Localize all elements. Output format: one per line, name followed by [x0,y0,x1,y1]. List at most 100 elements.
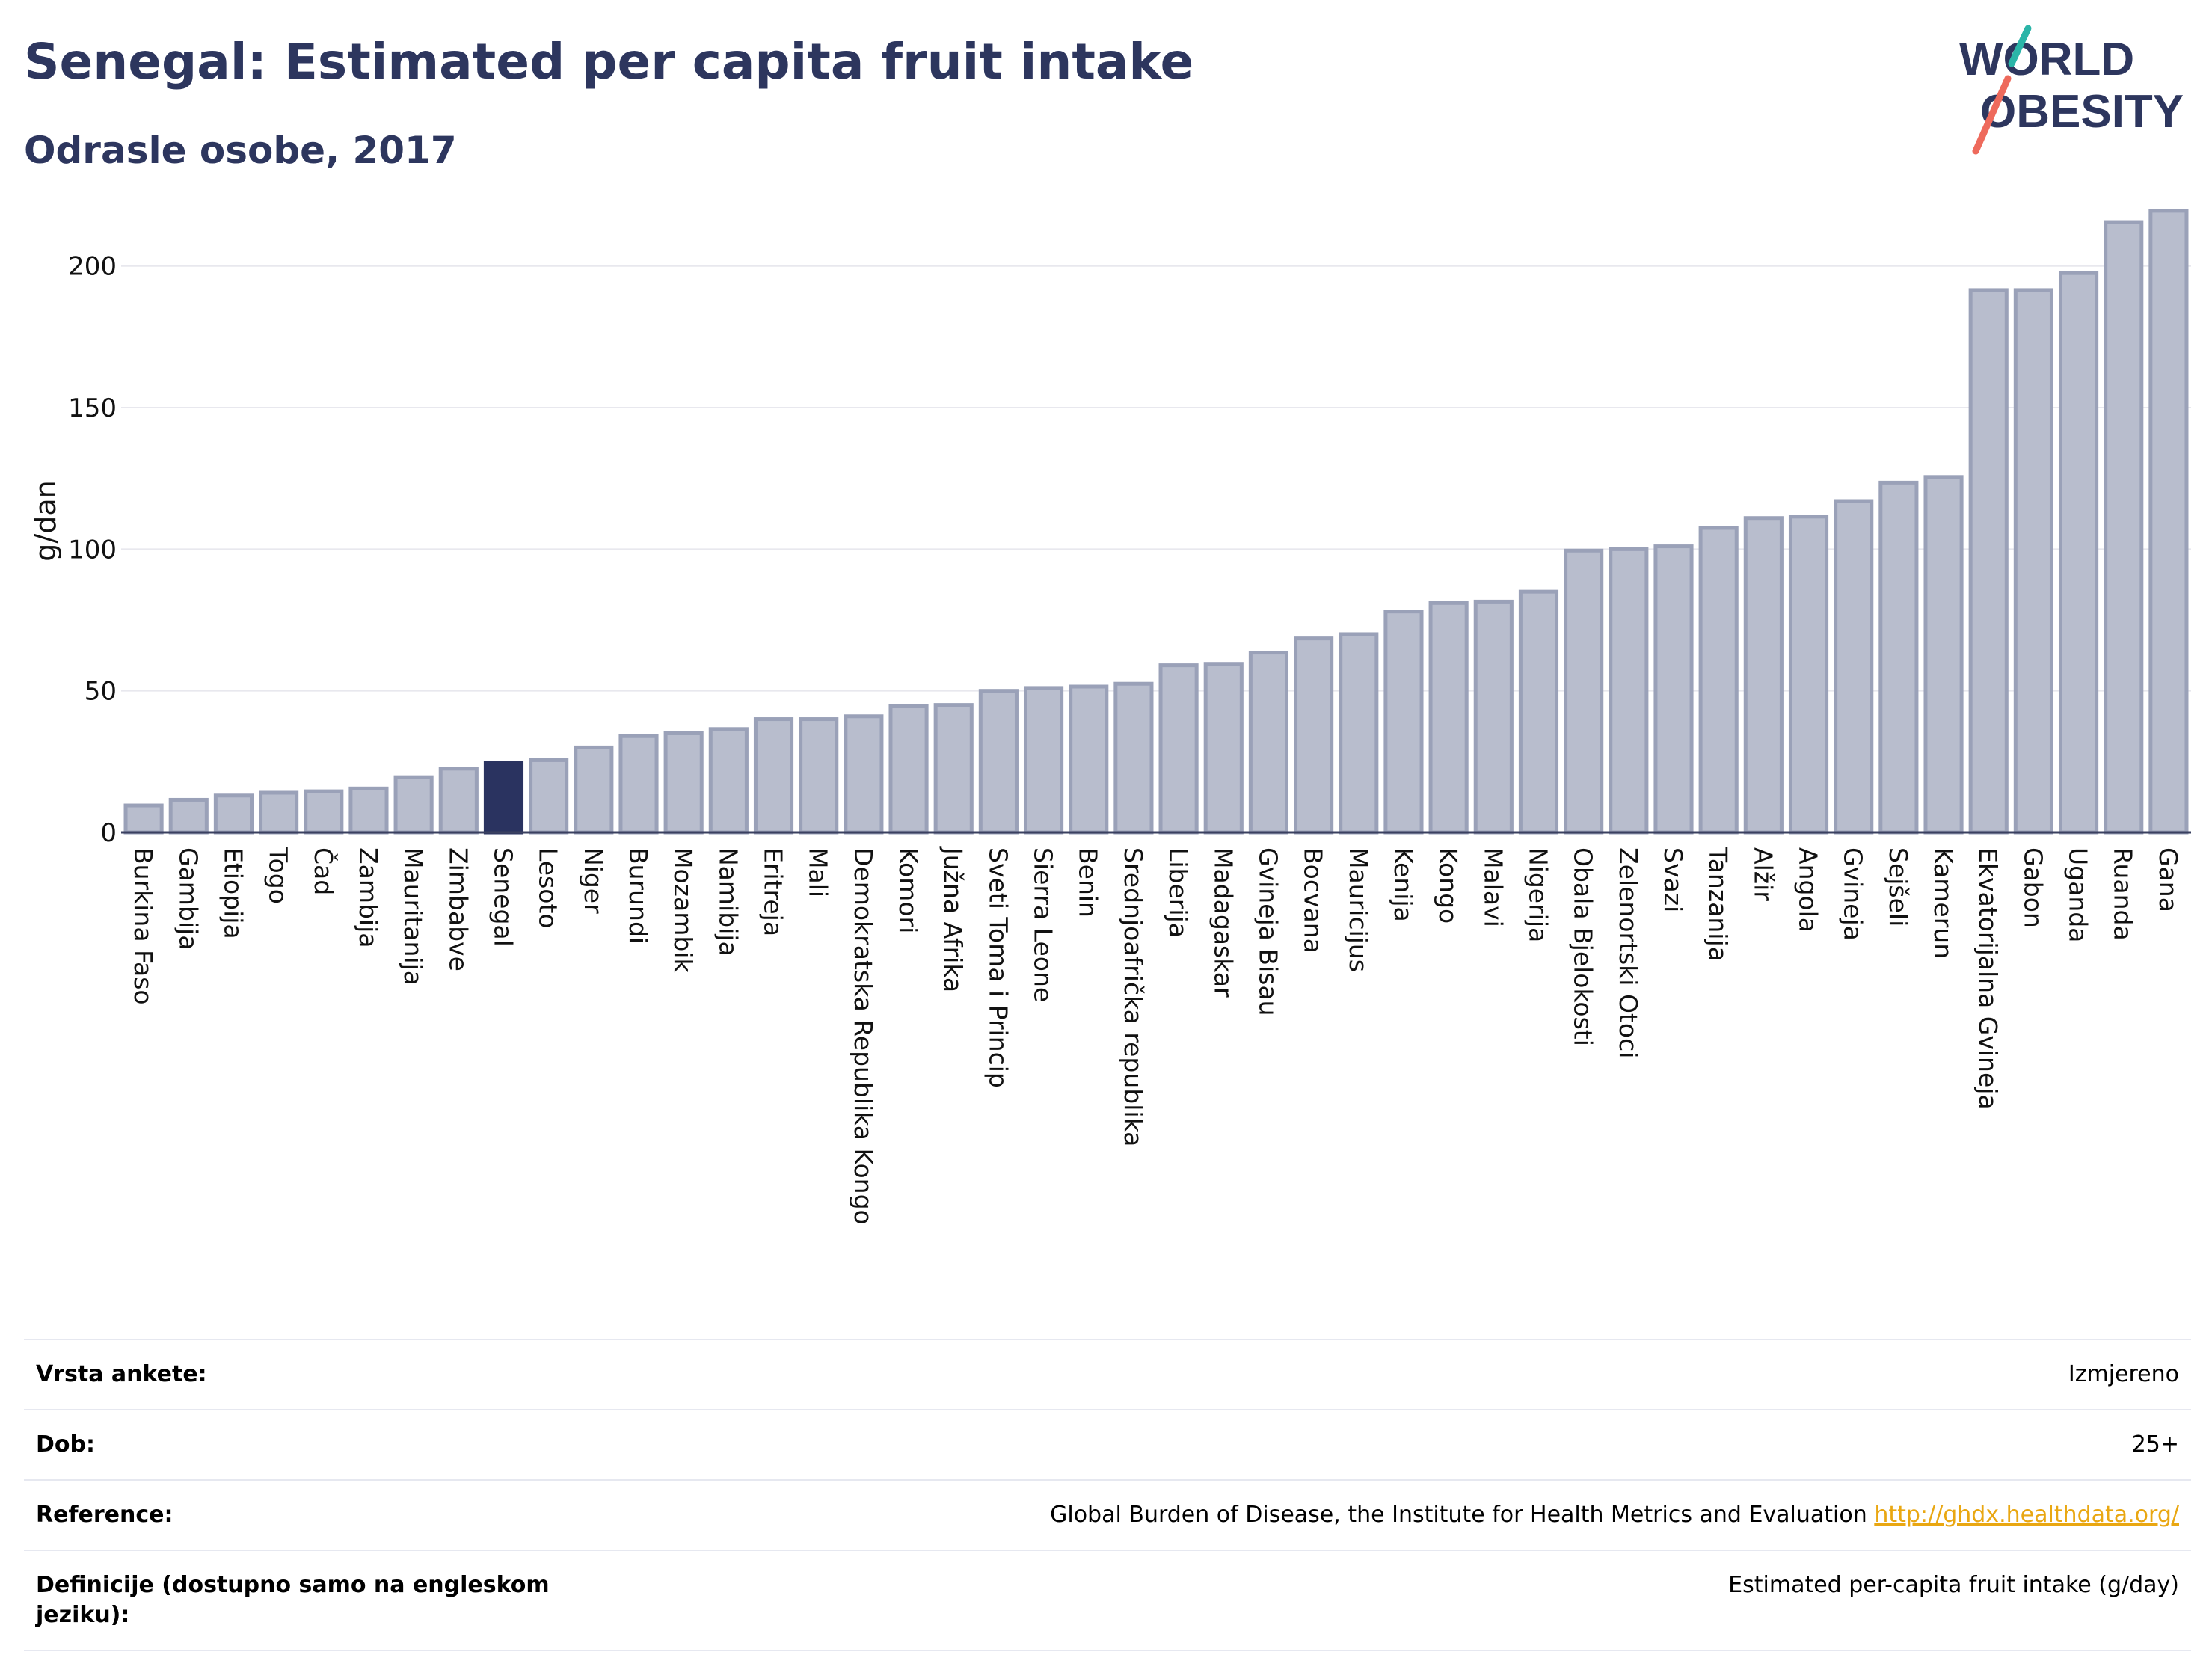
bar-mozambik[interactable] [663,731,704,835]
bar-zelenortski-otoci[interactable] [1609,547,1649,835]
bar-togo[interactable] [259,790,299,835]
x-tick-label: Ekvatorijalna Gvineja [1973,847,2003,1110]
bar-kamerun[interactable] [1923,475,1964,835]
y-tick-label: 150 [68,393,117,423]
bar-alžir[interactable] [1743,516,1784,835]
bar-chart: 0 50 100 150 200 Burkina Faso Gambija Etiopija… [29,209,2191,1225]
info-value-reference: Global Burden of Disease, the Institute … [1038,1481,2191,1550]
x-axis-labels: Burkina Faso Gambija Etiopija Togo Čad Zambij… [129,846,2183,1225]
bar-ekvatorijalna-gvineja[interactable] [1968,288,2009,835]
x-tick-label: Kenija [1389,847,1418,922]
page-subtitle: Odrasle osobe, 2017 [24,129,457,172]
bar-kenija[interactable] [1383,610,1424,835]
bar-obala-bjelokosti[interactable] [1564,548,1604,835]
x-tick-label: Sierra Leone [1029,847,1058,1002]
bar-niger[interactable] [574,745,614,835]
logo-line2: OBESITY [1980,86,2184,138]
x-tick-label: Burkina Faso [129,847,158,1005]
bar-srednjoafrička-republika[interactable] [1113,681,1154,835]
bar-senegal[interactable] [483,761,524,835]
bar-uganda[interactable] [2058,271,2099,835]
bar-sejšeli[interactable] [1878,480,1919,835]
bar-angola[interactable] [1788,515,1829,835]
x-tick-label: Uganda [2064,847,2093,942]
bar-etiopija[interactable] [213,793,254,835]
info-table: Vrsta ankete: Izmjereno Dob: 25+ Referen… [24,1339,2191,1651]
info-row-reference: Reference: Global Burden of Disease, the… [24,1479,2191,1550]
y-axis-label: g/dan [29,480,62,561]
bar-gvineja[interactable] [1834,499,1874,835]
x-tick-label: Južna Afrika [938,846,968,992]
bar-zimbabve[interactable] [438,767,479,835]
x-tick-label: Mauritanija [399,847,428,986]
x-tick-label: Lesoto [534,847,563,929]
bar-gabon[interactable] [2013,288,2053,835]
bar-mauritanija[interactable] [393,775,434,835]
info-row-definition: Definicije (dostupno samo na engleskom j… [24,1550,2191,1651]
x-tick-label: Srednjoafrička republika [1119,847,1148,1146]
x-tick-label: Alžir [1748,847,1778,901]
x-tick-label: Namibija [713,847,743,957]
x-tick-label: Bocvana [1299,847,1328,954]
bar-namibija[interactable] [708,727,749,835]
y-axis-ticks: 0 50 100 150 200 [68,252,117,848]
x-tick-label: Svazi [1659,847,1688,912]
info-label: Definicije (dostupno samo na engleskom j… [36,1572,550,1628]
bar-komori[interactable] [888,704,929,835]
info-row-age: Dob: 25+ [24,1409,2191,1479]
bar-benin[interactable] [1069,684,1109,835]
bar-malavi[interactable] [1473,599,1514,835]
y-tick-label: 50 [85,677,117,707]
x-tick-label: Gambija [173,847,203,950]
bar-madagaskar[interactable] [1203,662,1244,835]
bar-mauricijus[interactable] [1339,632,1379,835]
y-tick-label: 100 [68,535,117,565]
bar-gvineja-bisau[interactable] [1248,651,1289,835]
x-tick-label: Komori [894,847,923,933]
bar-ruanda[interactable] [2104,220,2144,835]
x-tick-label: Tanzanija [1703,847,1733,962]
x-tick-label: Niger [579,847,608,914]
x-tick-label: Gvineja Bisau [1253,847,1282,1016]
bar-liberija[interactable] [1158,663,1199,835]
bar-burundi[interactable] [618,734,659,835]
x-tick-label: Čad [309,847,339,895]
x-tick-label: Mauricijus [1344,847,1373,972]
bar-zambija[interactable] [348,786,389,835]
bar-sveti-toma-i-princip[interactable] [978,689,1019,835]
x-tick-label: Eritreja [759,847,788,936]
x-tick-label: Kongo [1434,847,1463,924]
reference-link[interactable]: http://ghdx.healthdata.org/ [1874,1502,2179,1528]
x-tick-label: Malavi [1478,847,1508,927]
x-tick-label: Gabon [2018,847,2047,928]
x-tick-label: Angola [1794,847,1823,933]
x-tick-label: Kamerun [1929,847,1958,959]
bar-čad[interactable] [304,789,344,835]
reference-text: Global Burden of Disease, the Institute … [1050,1502,1867,1528]
bar-lesoto[interactable] [529,758,569,835]
x-tick-label: Obala Bjelokosti [1569,847,1598,1046]
bar-sierra-leone[interactable] [1023,686,1064,835]
bar-burkina-faso[interactable] [123,803,164,835]
info-label: Reference: [36,1502,173,1528]
bar-eritreja[interactable] [753,717,794,835]
bar-mali[interactable] [799,717,839,835]
x-tick-label: Senegal [488,847,517,947]
x-tick-label: Zelenortski Otoci [1614,847,1643,1058]
bar-svazi[interactable] [1653,544,1694,835]
bar-gana[interactable] [2148,209,2189,835]
x-tick-label: Burundi [624,847,653,944]
bar-kongo[interactable] [1428,601,1469,835]
x-tick-label: Ruanda [2109,847,2138,941]
bar-južna-afrika[interactable] [933,703,974,835]
chart-bars [121,209,2191,835]
x-tick-label: Demokratska Republika Kongo [849,847,878,1225]
bar-demokratska-republika-kongo[interactable] [844,714,884,835]
bar-tanzanija[interactable] [1698,526,1739,835]
x-tick-label: Liberija [1164,847,1193,938]
x-tick-label: Sveti Toma i Princip [983,847,1013,1088]
bar-nigerija[interactable] [1518,589,1559,835]
logo-slash-coral [1972,75,2012,155]
bar-bocvana[interactable] [1294,636,1334,835]
bar-gambija[interactable] [168,797,209,835]
